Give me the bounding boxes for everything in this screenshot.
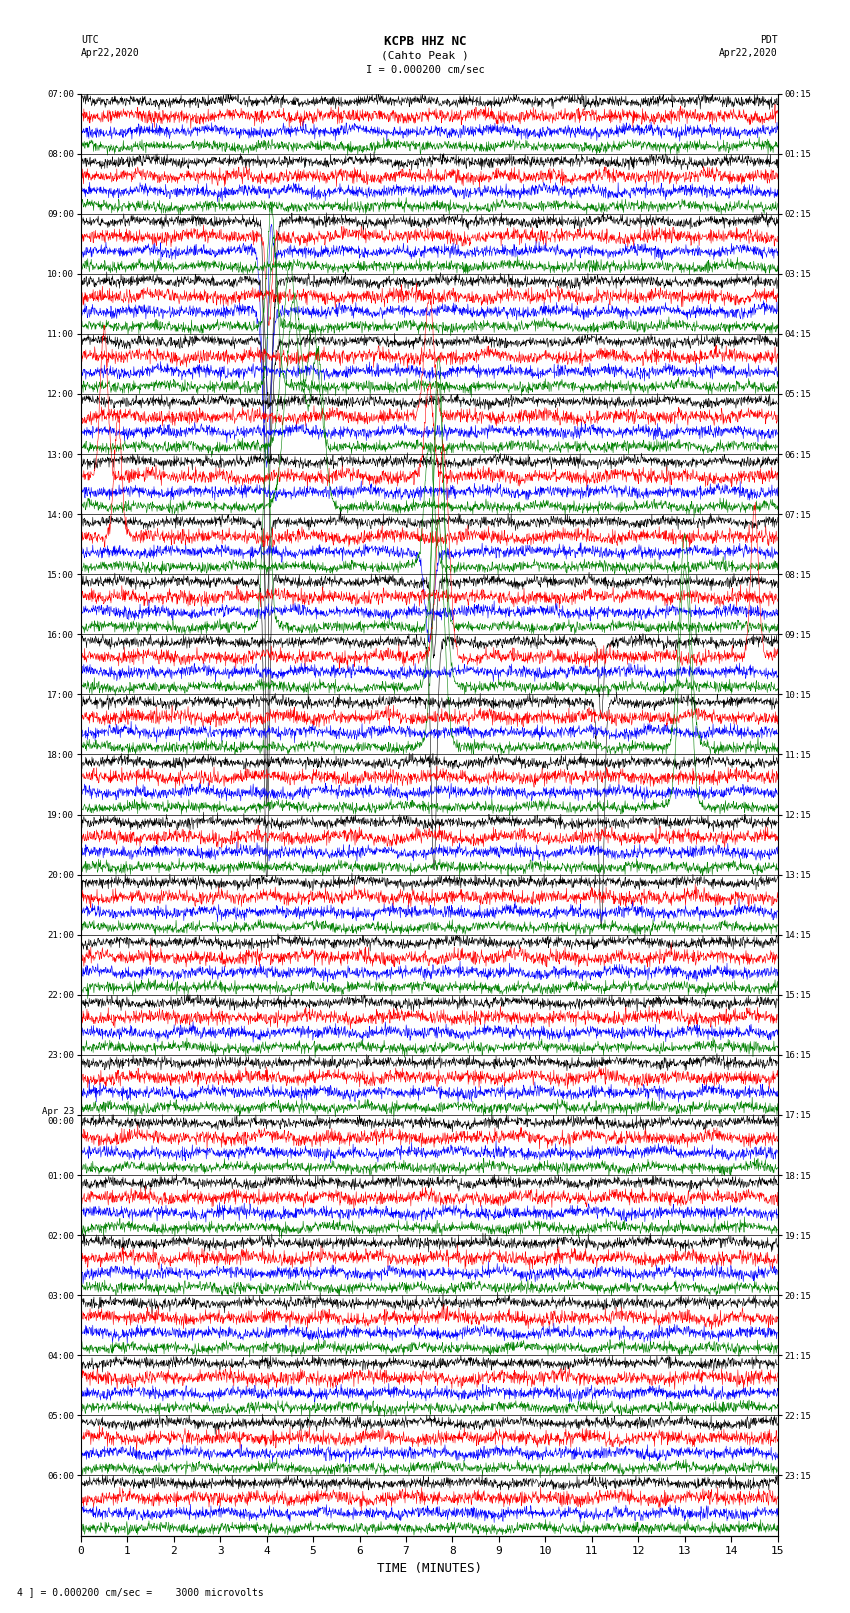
Text: Apr22,2020: Apr22,2020	[81, 48, 139, 58]
Text: I = 0.000200 cm/sec: I = 0.000200 cm/sec	[366, 65, 484, 74]
Text: PDT: PDT	[760, 35, 778, 45]
Text: 4 ] = 0.000200 cm/sec =    3000 microvolts: 4 ] = 0.000200 cm/sec = 3000 microvolts	[17, 1587, 264, 1597]
Text: UTC: UTC	[81, 35, 99, 45]
Text: KCPB HHZ NC: KCPB HHZ NC	[383, 35, 467, 48]
X-axis label: TIME (MINUTES): TIME (MINUTES)	[377, 1561, 482, 1574]
Text: Apr22,2020: Apr22,2020	[719, 48, 778, 58]
Text: (Cahto Peak ): (Cahto Peak )	[381, 50, 469, 60]
